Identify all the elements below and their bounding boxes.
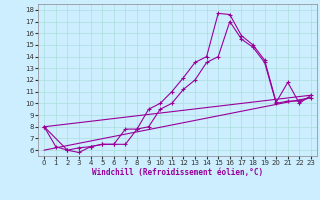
X-axis label: Windchill (Refroidissement éolien,°C): Windchill (Refroidissement éolien,°C) (92, 168, 263, 177)
